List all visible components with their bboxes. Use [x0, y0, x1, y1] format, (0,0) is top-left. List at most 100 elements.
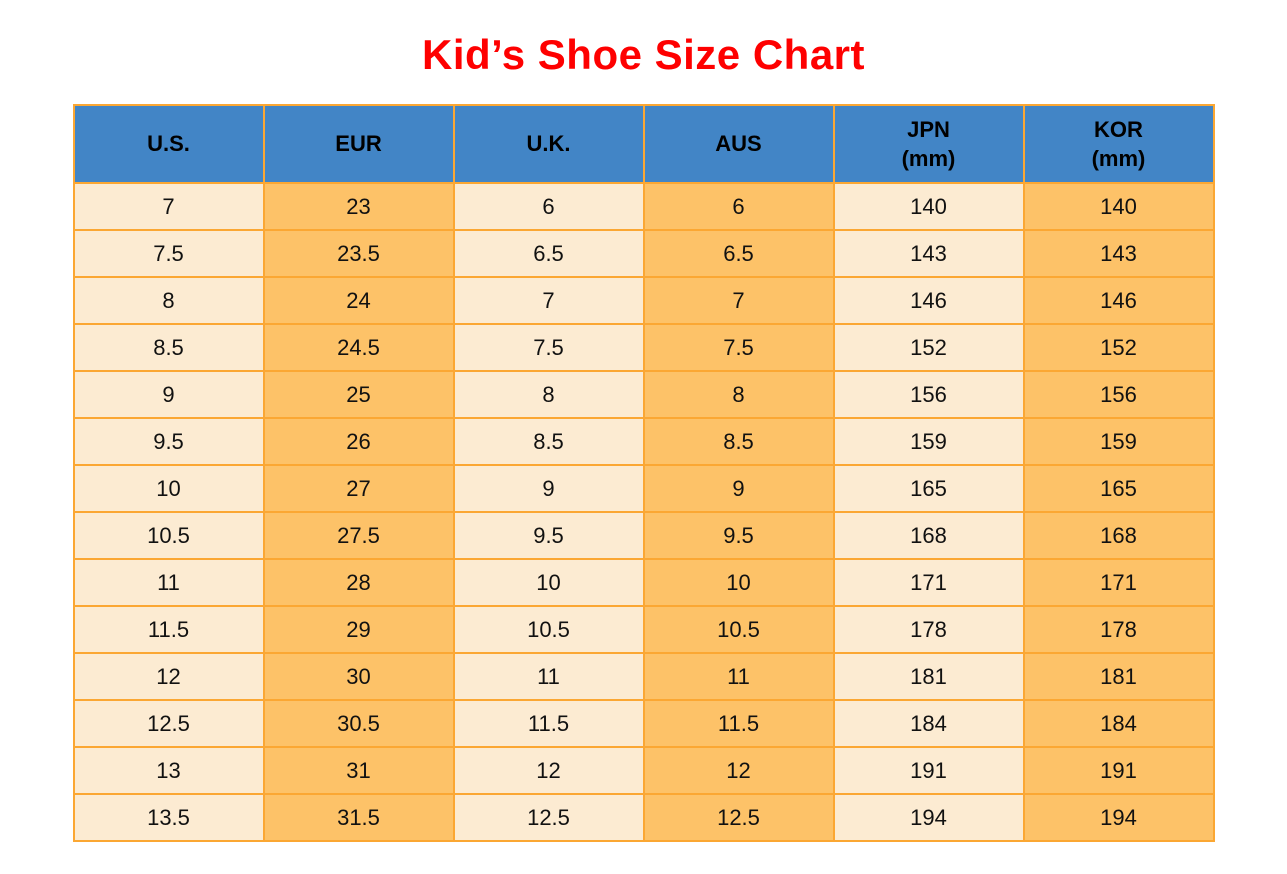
table-cell: 159 [1022, 417, 1215, 467]
table-cell: 191 [1022, 746, 1215, 796]
table-header-row: U.S. EUR U.K. AUS JPN (mm) [72, 104, 1215, 185]
table-cell: 30.5 [262, 699, 455, 749]
table-cell: 25 [262, 370, 455, 420]
column-header-kor: KOR (mm) [1022, 104, 1215, 185]
table-cell: 191 [832, 746, 1025, 796]
table-cell: 7 [452, 276, 645, 326]
table-cell: 7 [72, 182, 265, 232]
column-header-label: KOR [1094, 116, 1143, 142]
column-header-eur: EUR [262, 104, 455, 185]
table-row: 7.5 23.5 6.5 6.5 143 143 [72, 229, 1215, 279]
table-cell: 7.5 [72, 229, 265, 279]
table-cell: 29 [262, 605, 455, 655]
table-cell: 140 [832, 182, 1025, 232]
column-header-label: U.S. [147, 131, 190, 157]
table-cell: 8.5 [72, 323, 265, 373]
table-cell: 146 [832, 276, 1025, 326]
table-cell: 140 [1022, 182, 1215, 232]
column-header-label: AUS [715, 131, 762, 157]
table-row: 9 25 8 8 156 156 [72, 370, 1215, 420]
table-cell: 26 [262, 417, 455, 467]
table-cell: 12.5 [452, 793, 645, 843]
table-cell: 178 [832, 605, 1025, 655]
table-cell: 7.5 [452, 323, 645, 373]
table-cell: 13.5 [72, 793, 265, 843]
table-header: U.S. EUR U.K. AUS JPN (mm) [72, 104, 1215, 185]
table-cell: 8.5 [642, 417, 835, 467]
table-cell: 24.5 [262, 323, 455, 373]
table-cell: 12.5 [642, 793, 835, 843]
table-cell: 6 [642, 182, 835, 232]
table-cell: 28 [262, 558, 455, 608]
table-cell: 194 [1022, 793, 1215, 843]
table-cell: 181 [832, 652, 1025, 702]
table-cell: 10.5 [452, 605, 645, 655]
table-cell: 12 [642, 746, 835, 796]
table-cell: 12 [72, 652, 265, 702]
column-header-uk: U.K. [452, 104, 645, 185]
table-cell: 9 [642, 464, 835, 514]
table-cell: 181 [1022, 652, 1215, 702]
table-cell: 168 [1022, 511, 1215, 561]
table-cell: 9.5 [452, 511, 645, 561]
table-cell: 31 [262, 746, 455, 796]
table-cell: 10 [452, 558, 645, 608]
table-cell: 8 [452, 370, 645, 420]
table-cell: 13 [72, 746, 265, 796]
table-row: 10.5 27.5 9.5 9.5 168 168 [72, 511, 1215, 561]
table-cell: 9 [72, 370, 265, 420]
table-row: 12.5 30.5 11.5 11.5 184 184 [72, 699, 1215, 749]
column-header-aus: AUS [642, 104, 835, 185]
table-cell: 184 [1022, 699, 1215, 749]
table-cell: 8 [72, 276, 265, 326]
table-cell: 10 [642, 558, 835, 608]
column-header-sub: (mm) [1091, 146, 1146, 172]
table-cell: 30 [262, 652, 455, 702]
table-cell: 7 [642, 276, 835, 326]
table-cell: 12 [452, 746, 645, 796]
table-cell: 8.5 [452, 417, 645, 467]
table-cell: 24 [262, 276, 455, 326]
table-row: 9.5 26 8.5 8.5 159 159 [72, 417, 1215, 467]
column-header-jpn: JPN (mm) [832, 104, 1025, 185]
table-cell: 156 [832, 370, 1025, 420]
table-cell: 194 [832, 793, 1025, 843]
table-cell: 168 [832, 511, 1025, 561]
table-cell: 152 [1022, 323, 1215, 373]
column-header-label: JPN [907, 116, 950, 142]
page: Kid’s Shoe Size Chart U.S. EUR U.K. AUS [72, 31, 1215, 843]
table-cell: 9 [452, 464, 645, 514]
table-cell: 11 [72, 558, 265, 608]
table-cell: 146 [1022, 276, 1215, 326]
table-cell: 10.5 [72, 511, 265, 561]
table-cell: 11.5 [452, 699, 645, 749]
table-cell: 31.5 [262, 793, 455, 843]
table-cell: 6.5 [642, 229, 835, 279]
table-cell: 10 [72, 464, 265, 514]
table-cell: 27.5 [262, 511, 455, 561]
table-cell: 10.5 [642, 605, 835, 655]
shoe-size-table: U.S. EUR U.K. AUS JPN (mm) [72, 104, 1215, 843]
table-cell: 165 [1022, 464, 1215, 514]
table-row: 10 27 9 9 165 165 [72, 464, 1215, 514]
column-header-label: EUR [335, 131, 382, 157]
table-cell: 165 [832, 464, 1025, 514]
table-cell: 143 [1022, 229, 1215, 279]
table-row: 13.5 31.5 12.5 12.5 194 194 [72, 793, 1215, 843]
table-cell: 23.5 [262, 229, 455, 279]
table-cell: 23 [262, 182, 455, 232]
table-cell: 178 [1022, 605, 1215, 655]
table-row: 13 31 12 12 191 191 [72, 746, 1215, 796]
table-row: 11 28 10 10 171 171 [72, 558, 1215, 608]
table-row: 7 23 6 6 140 140 [72, 182, 1215, 232]
table-cell: 156 [1022, 370, 1215, 420]
table-cell: 11 [642, 652, 835, 702]
column-header-us: U.S. [72, 104, 265, 185]
table-cell: 152 [832, 323, 1025, 373]
table-cell: 143 [832, 229, 1025, 279]
page-title: Kid’s Shoe Size Chart [421, 31, 866, 78]
column-header-sub: (mm) [901, 146, 956, 172]
table-cell: 8 [642, 370, 835, 420]
table-row: 12 30 11 11 181 181 [72, 652, 1215, 702]
table-cell: 11.5 [642, 699, 835, 749]
